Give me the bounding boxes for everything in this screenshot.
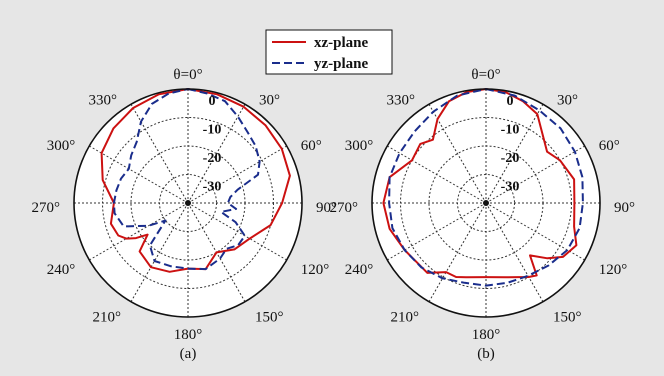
angle-label: 210° (391, 310, 420, 326)
legend-label-yz: yz-plane (314, 56, 369, 72)
angle-label: 150° (553, 310, 582, 326)
angle-label: 240° (345, 262, 374, 278)
angle-label: 120° (301, 262, 330, 278)
grid-spoke (130, 104, 189, 204)
legend-label-xz: xz-plane (314, 35, 369, 51)
grid-spoke (89, 202, 189, 261)
grid-spoke (387, 145, 487, 204)
legend-box (265, 29, 393, 75)
polar-plot-b: 0 -10 -20 -30 θ=0° 30° 60° 90° 120° 150° 180° 210° 2… (330, 67, 636, 343)
angle-label: 330° (387, 92, 416, 108)
angle-label: 150° (255, 310, 284, 326)
angle-label: 270° (330, 200, 359, 216)
angle-label: 240° (47, 262, 76, 278)
center-point (185, 200, 191, 206)
angle-label: 270° (32, 200, 61, 216)
ring-label: -30 (203, 180, 222, 195)
outer-ring (371, 88, 601, 318)
angle-label: 90° (316, 200, 337, 216)
ring-label: 0 (209, 94, 216, 109)
angle-label: 60° (599, 138, 620, 154)
grid-spoke (387, 202, 487, 261)
grid-spoke (428, 104, 487, 204)
angle-label: 180° (174, 327, 203, 343)
ring-label: 0 (507, 94, 514, 109)
angle-label: θ=0° (471, 67, 500, 83)
series-xz-plane (382, 88, 578, 279)
angle-label: 210° (93, 310, 122, 326)
angle-label: 120° (599, 262, 628, 278)
grid-spoke (485, 202, 544, 302)
angle-label: 180° (472, 327, 501, 343)
angle-label: 30° (259, 92, 280, 108)
grid-spoke (187, 145, 287, 204)
angle-label: θ=0° (173, 67, 202, 83)
angle-label: 60° (301, 138, 322, 154)
angle-label: 300° (47, 138, 76, 154)
angle-label: 30° (557, 92, 578, 108)
polar-plot-a: 0 -10 -20 -30 θ=0° 30° 60° 90° 120° 150° 180° 210° 2… (32, 67, 338, 343)
ring-label: -10 (501, 123, 520, 138)
ring-label: -20 (501, 151, 520, 166)
grid-spoke (187, 104, 246, 204)
grid-spoke (428, 202, 487, 302)
angle-label: 330° (89, 92, 118, 108)
outer-ring (73, 88, 303, 318)
grid-spoke (485, 145, 585, 204)
angle-label: 90° (614, 200, 635, 216)
ring-label: -30 (501, 180, 520, 195)
legend: xz-plane yz-plane (265, 29, 393, 75)
series-yz-plane (112, 88, 261, 271)
series-yz-plane (388, 88, 584, 287)
series-xz-plane (100, 88, 291, 273)
ring-label: -10 (203, 123, 222, 138)
ring-label: -20 (203, 151, 222, 166)
grid-spoke (89, 145, 189, 204)
grid-spoke (187, 202, 287, 261)
grid-spoke (485, 104, 544, 204)
center-point (483, 200, 489, 206)
grid-spoke (130, 202, 189, 302)
angle-label: 300° (345, 138, 374, 154)
grid-spoke (485, 202, 585, 261)
caption-a: (a) (180, 346, 197, 362)
caption-b: (b) (477, 346, 495, 362)
